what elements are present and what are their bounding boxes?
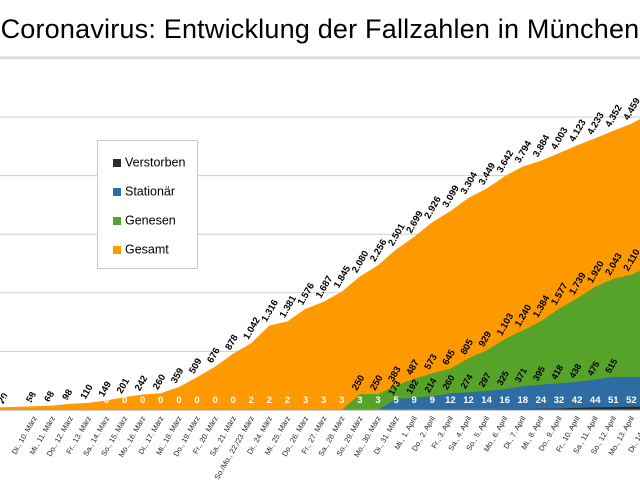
data-label-gesamt: 242 xyxy=(133,374,150,393)
data-label-gesamt: 20 xyxy=(0,391,11,406)
series-area-verstorben xyxy=(233,406,640,410)
series-area-gesamt xyxy=(0,119,640,410)
legend-item-gesamt: Gesamt xyxy=(113,242,169,257)
legend-label-gesamt: Gesamt xyxy=(125,242,169,257)
data-label-verstorben: 0 xyxy=(212,395,217,406)
legend-swatch-stationaer xyxy=(113,187,121,196)
series-area-stationaer xyxy=(378,376,640,410)
data-label-gesamt: 359 xyxy=(169,366,186,385)
legend-swatch-verstorben xyxy=(113,158,121,167)
data-label-verstorben: 0 xyxy=(86,395,91,406)
data-label-verstorben: 51 xyxy=(608,395,619,406)
data-label-verstorben: 0 xyxy=(3,395,8,406)
data-label-verstorben: 32 xyxy=(554,395,565,406)
data-label-gesamt: 201 xyxy=(115,376,133,396)
data-label-gesamt: 2.080 xyxy=(350,249,371,275)
legend-item-stationaer: Stationär xyxy=(113,184,175,199)
data-label-verstorben: 14 xyxy=(481,395,492,406)
data-label-gesamt: 3.304 xyxy=(459,170,481,197)
data-label-verstorben: 0 xyxy=(140,395,145,406)
data-label-verstorben: 52 xyxy=(626,395,637,406)
legend-swatch-gesamt xyxy=(113,245,121,254)
legend-item-verstorben: Verstorben xyxy=(113,155,185,170)
data-label-verstorben: 3 xyxy=(375,395,380,406)
legend-swatch-genesen xyxy=(113,216,121,225)
data-label-verstorben: 16 xyxy=(499,395,510,406)
data-label-verstorben: 0 xyxy=(194,395,199,406)
data-label-verstorben: 9 xyxy=(412,395,417,406)
data-label-verstorben: 9 xyxy=(430,395,435,406)
data-label-verstorben: 2 xyxy=(267,395,272,406)
data-label-gesamt: 260 xyxy=(151,373,168,392)
data-label-verstorben: 2 xyxy=(285,395,290,406)
data-label-verstorben: 3 xyxy=(303,395,308,406)
series-area-genesen xyxy=(341,270,640,410)
data-label-gesamt: 509 xyxy=(187,357,204,376)
data-label-gesamt: 98 xyxy=(60,388,75,403)
data-label-verstorben: 44 xyxy=(590,395,601,406)
data-label-gesamt: 1.687 xyxy=(314,274,335,300)
data-label-verstorben: 0 xyxy=(176,395,181,406)
chart-legend: Verstorben Stationär Genesen Gesamt xyxy=(97,140,198,269)
legend-label-verstorben: Verstorben xyxy=(125,155,186,170)
legend-label-stationaer: Stationär xyxy=(125,184,176,199)
data-label-verstorben: 12 xyxy=(445,395,456,406)
data-label-verstorben: 24 xyxy=(536,395,547,406)
data-label-verstorben: 0 xyxy=(50,395,55,406)
data-label-verstorben: 3 xyxy=(357,395,362,406)
data-label-gesamt: 878 xyxy=(223,333,240,352)
data-label-verstorben: 5 xyxy=(393,395,399,406)
chart-title: Coronavirus: Entwicklung der Fallzahlen … xyxy=(0,14,640,44)
data-label-gesamt: 3.642 xyxy=(495,149,516,175)
legend-label-genesen: Genesen xyxy=(125,213,176,228)
data-label-verstorben: 12 xyxy=(463,395,474,406)
data-label-verstorben: 3 xyxy=(339,395,344,406)
data-label-verstorben: 0 xyxy=(158,395,163,406)
data-label-verstorben: 18 xyxy=(518,395,529,406)
data-label-verstorben: 3 xyxy=(321,395,326,406)
legend-item-genesen: Genesen xyxy=(113,213,176,228)
data-label-verstorben: 0 xyxy=(104,395,109,406)
data-label-verstorben: 0 xyxy=(31,395,36,406)
data-label-verstorben: 0 xyxy=(68,395,73,406)
data-label-verstorben: 0 xyxy=(231,395,236,406)
data-label-verstorben: 0 xyxy=(122,395,127,406)
data-label-gesamt: 1.316 xyxy=(259,298,280,324)
data-label-gesamt: 68 xyxy=(42,389,57,404)
data-label-verstorben: 2 xyxy=(249,395,254,406)
data-label-gesamt: 676 xyxy=(205,346,222,365)
data-label-gesamt: 58 xyxy=(24,390,39,405)
data-label-gesamt: 2.926 xyxy=(422,195,443,221)
data-label-verstorben: 42 xyxy=(572,395,583,406)
